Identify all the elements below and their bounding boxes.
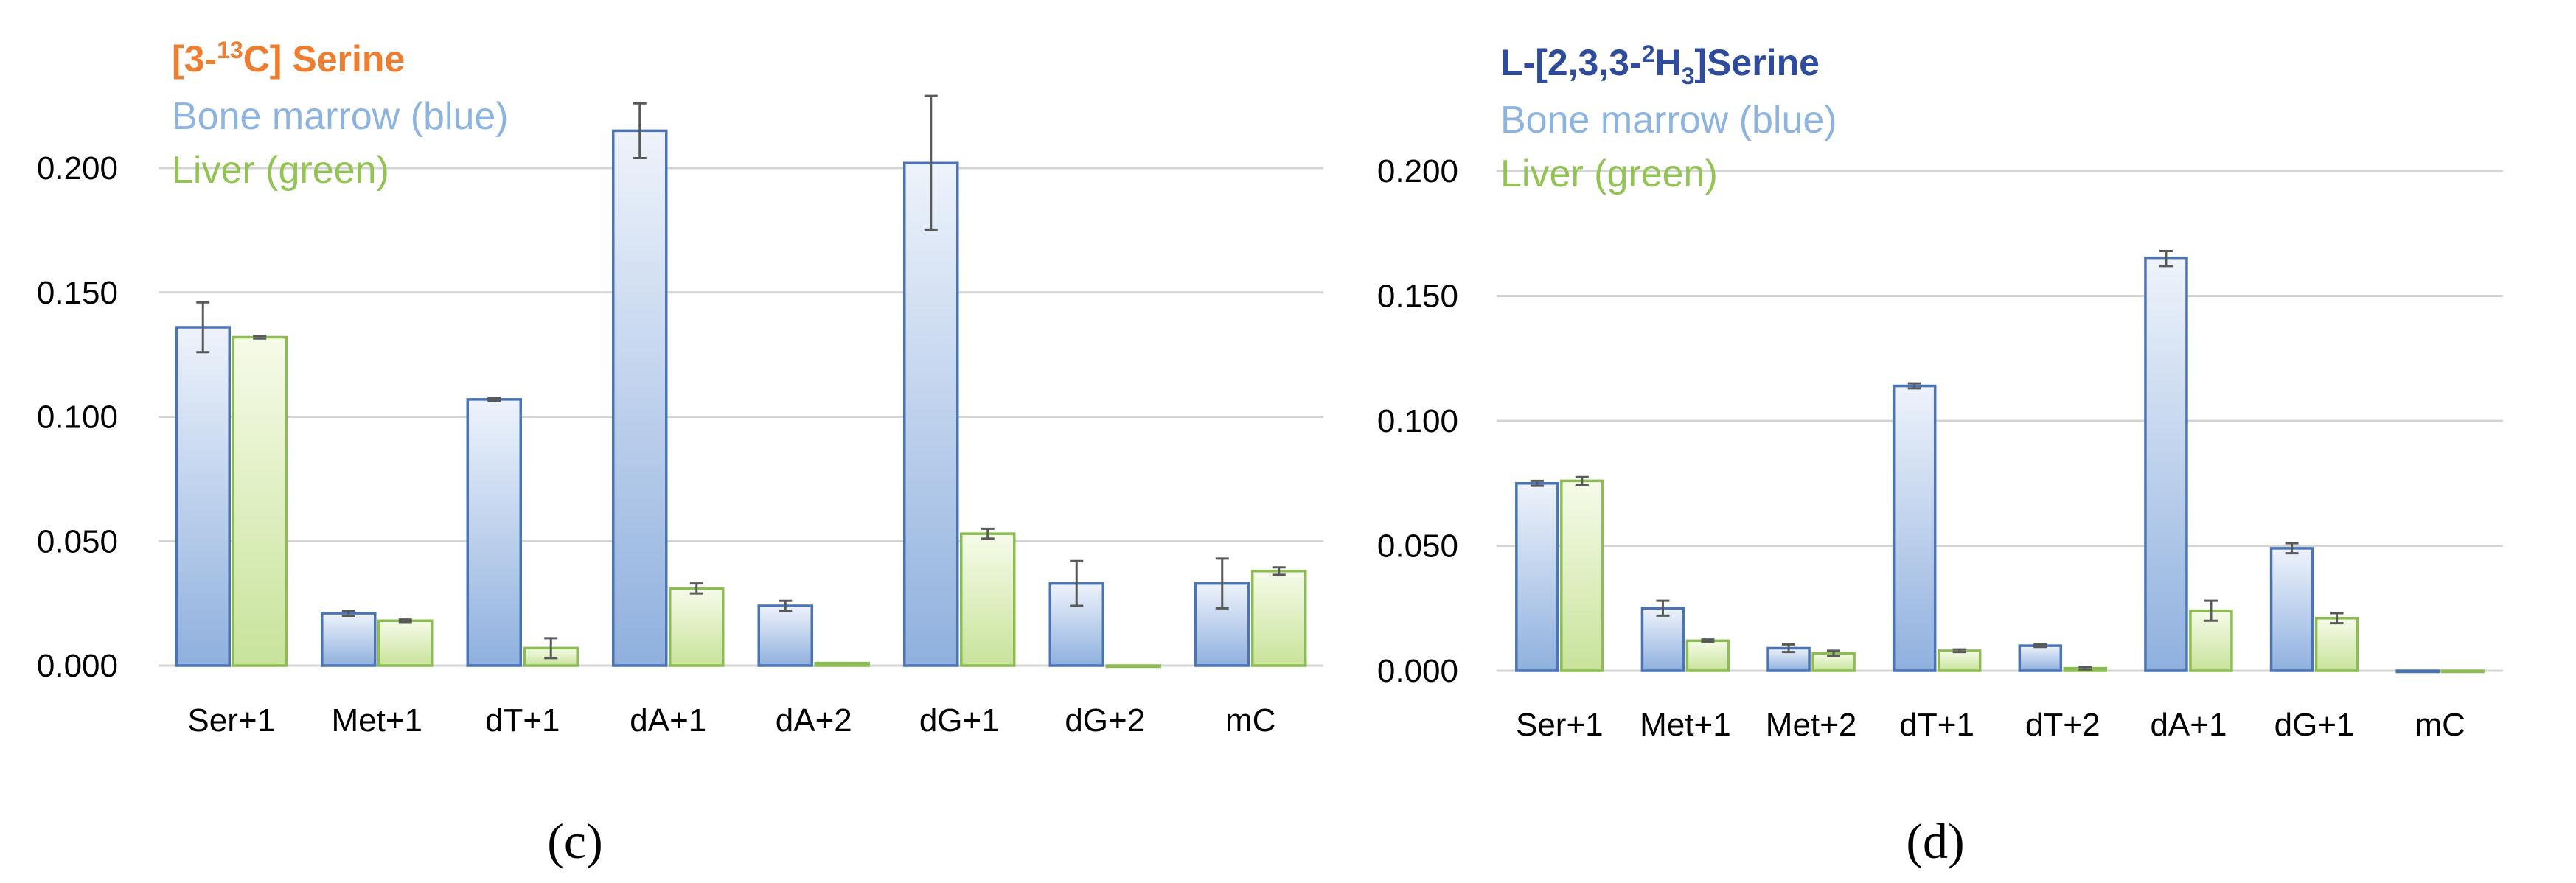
chart-c-bar-liver (814, 661, 870, 667)
chart-d-bar-liver (2314, 617, 2359, 672)
chart-c-y-axis: 0.000 0.050 0.100 0.150 0.200 (37, 150, 118, 684)
chart-c-y-tick-label: 0.050 (37, 523, 118, 559)
chart-c-bars (175, 94, 1307, 669)
chart-c-x-tick-label: dA+1 (630, 702, 706, 739)
chart-d-y-axis: 0.000 0.050 0.100 0.150 0.200 (1377, 153, 1458, 689)
chart-d-bar-bone-marrow (2269, 547, 2314, 672)
chart-c-x-tick-label: dG+2 (1065, 702, 1145, 739)
chart-d: 0.000 0.050 0.100 0.150 0.200 Ser+1 Met+1 Met+… (1377, 41, 2503, 869)
chart-c-x-axis: Ser+1 Met+1 dT+1 dA+1 dA+2 dG+1 dG+2 mC (187, 702, 1275, 739)
chart-d-bar-bone-marrow (1515, 482, 1559, 672)
chart-d-bar-bone-marrow (2395, 669, 2440, 674)
chart-c-bar-liver (669, 587, 725, 667)
chart-d-x-tick-label: dT+2 (2025, 707, 2100, 743)
chart-d-legend-liver: Liver (green) (1500, 153, 1718, 195)
chart-c-x-tick-label: dT+1 (485, 702, 560, 739)
chart-c-bar-bone-marrow (175, 326, 231, 667)
chart-d-title-superscript: 2 (1642, 41, 1655, 67)
chart-d-bar-bone-marrow (1640, 607, 1685, 672)
chart-c-y-tick-label: 0.200 (37, 150, 118, 186)
chart-d-bar-liver (1560, 479, 1604, 672)
chart-d-bar-liver (2189, 609, 2233, 672)
chart-c-bar-bone-marrow (612, 129, 668, 667)
chart-d-y-tick-label: 0.200 (1377, 153, 1458, 189)
chart-c-y-tick-label: 0.000 (37, 648, 118, 684)
chart-c-bar-bone-marrow (466, 398, 522, 667)
chart-d-title-part: H (1655, 42, 1682, 83)
chart-c-bar-liver (1251, 570, 1307, 667)
chart-d-panel-label: (d) (1906, 813, 1964, 869)
chart-c-bar-liver (232, 335, 288, 667)
chart-d-x-tick-label: dG+1 (2274, 707, 2355, 743)
chart-d-title-part: ]Serine (1694, 42, 1820, 83)
chart-c-bar-liver (960, 532, 1016, 667)
chart-c-gridlines (159, 167, 1323, 667)
chart-c-bar-liver (1105, 664, 1161, 669)
chart-d-x-axis: Ser+1 Met+1 Met+2 dT+1 dT+2 dA+1 dG+1 mC (1516, 707, 2465, 743)
chart-d-bar-bone-marrow (1892, 384, 1937, 672)
chart-c: 0.000 0.050 0.100 0.150 0.200 Ser+1 Met+1 dT+1… (37, 37, 1323, 869)
chart-d-bar-bone-marrow (2018, 644, 2063, 672)
chart-c-bar-bone-marrow (903, 161, 959, 667)
chart-d-bar-liver (2440, 669, 2485, 674)
chart-c-x-tick-label: Met+1 (331, 702, 422, 739)
chart-c-legend-liver: Liver (green) (172, 149, 389, 192)
chart-d-x-tick-label: Met+1 (1640, 707, 1731, 743)
chart-c-y-tick-label: 0.100 (37, 399, 118, 436)
chart-d-legend-bone-marrow: Bone marrow (blue) (1500, 99, 1837, 142)
chart-c-x-tick-label: dA+2 (776, 702, 852, 739)
chart-c-title-part: C] Serine (243, 38, 405, 80)
chart-d-bar-liver (1685, 639, 1730, 672)
chart-c-x-tick-label: Ser+1 (187, 702, 275, 739)
chart-c-bar-liver (377, 619, 434, 667)
chart-c-bar-bone-marrow (757, 604, 813, 667)
chart-d-x-tick-label: mC (2415, 707, 2465, 743)
chart-d-x-tick-label: dA+1 (2150, 707, 2227, 743)
chart-d-bar-liver (1937, 649, 1982, 672)
chart-d-y-tick-label: 0.050 (1377, 528, 1458, 565)
chart-d-title: L-[2,3,3-2H3]Serine (1500, 41, 1820, 89)
chart-d-bars (1515, 249, 2485, 674)
chart-c-title-superscript: 13 (217, 37, 243, 63)
chart-d-y-tick-label: 0.000 (1377, 653, 1458, 689)
chart-c-panel-label: (c) (547, 813, 602, 869)
chart-d-x-tick-label: dT+1 (1899, 707, 1974, 743)
chart-d-y-tick-label: 0.150 (1377, 279, 1458, 315)
chart-d-x-tick-label: Met+2 (1766, 707, 1857, 743)
chart-d-y-tick-label: 0.100 (1377, 403, 1458, 439)
chart-c-legend-bone-marrow: Bone marrow (blue) (172, 95, 509, 138)
chart-c-title: [3-13C] Serine (172, 37, 405, 80)
chart-c-x-tick-label: mC (1225, 702, 1275, 739)
chart-c-title-part: [3- (172, 38, 217, 80)
chart-c-x-tick-label: dG+1 (919, 702, 1000, 739)
chart-d-title-part: L-[2,3,3- (1500, 42, 1642, 83)
chart-d-gridlines (1497, 170, 2503, 672)
chart-c-y-tick-label: 0.150 (37, 275, 118, 311)
chart-d-bar-bone-marrow (2144, 256, 2188, 672)
chart-d-x-tick-label: Ser+1 (1516, 707, 1604, 743)
chart-c-bar-bone-marrow (321, 612, 377, 667)
chart-d-title-subscript: 3 (1682, 63, 1695, 89)
